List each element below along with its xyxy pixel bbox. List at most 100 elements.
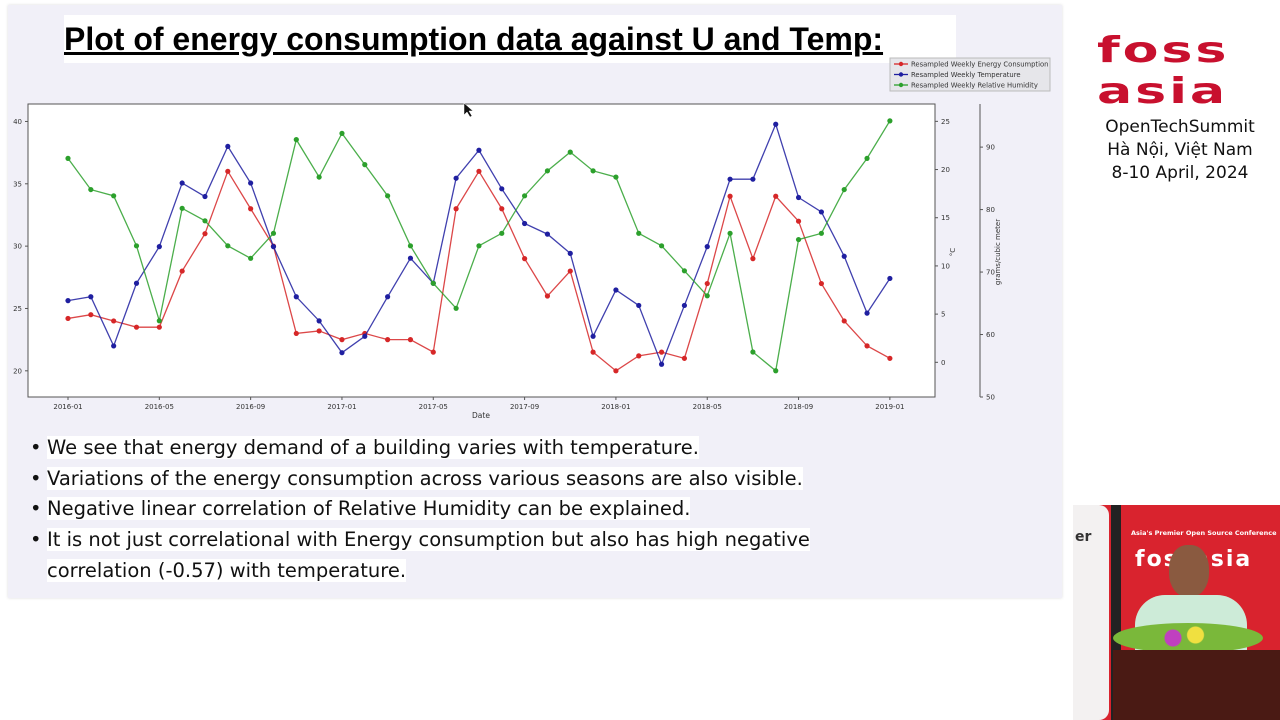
event-name: OpenTechSummit [1105, 117, 1255, 137]
series-point-0 [476, 168, 482, 174]
x-tick-label: 2017-01 [327, 403, 356, 411]
series-point-0 [567, 268, 573, 274]
series-point-2 [590, 168, 596, 174]
series-point-1 [522, 220, 528, 227]
series-point-0 [636, 353, 642, 359]
series-point-0 [727, 193, 733, 199]
series-point-0 [522, 256, 528, 262]
legend-marker [898, 61, 904, 67]
series-point-0 [453, 206, 459, 212]
series-point-0 [65, 315, 71, 322]
bullet-list: We see that energy demand of a building … [30, 433, 887, 587]
series-point-1 [88, 294, 94, 300]
series-point-0 [407, 337, 414, 343]
bullet-text: We see that energy demand of a building … [47, 436, 699, 459]
series-point-0 [613, 368, 619, 374]
series-point-2 [111, 193, 117, 199]
series-point-2 [704, 293, 710, 299]
series-point-2 [133, 243, 140, 249]
series-point-1 [385, 294, 391, 300]
series-point-0 [773, 193, 779, 199]
series-point-1 [156, 244, 162, 250]
left-tick-label: 30 [13, 243, 22, 251]
bullet-text: Negative linear correlation of Relative … [47, 497, 691, 521]
series-point-0 [111, 318, 117, 324]
series-point-0 [818, 280, 824, 287]
series-point-2 [658, 243, 665, 249]
x-tick-label: 2017-05 [419, 403, 448, 411]
series-point-1 [681, 302, 688, 309]
series-point-2 [636, 230, 642, 236]
speaker-head [1169, 545, 1209, 597]
series-point-2 [362, 161, 368, 168]
x-axis-label: Date [472, 411, 490, 420]
legend-label: Resampled Weekly Energy Consumption [911, 61, 1048, 69]
flowers [1113, 623, 1263, 653]
series-point-0 [590, 349, 596, 355]
bullet-item: We see that energy demand of a building … [30, 433, 887, 464]
series-point-0 [179, 268, 185, 274]
series-point-2 [750, 349, 756, 355]
humidity-tick-label: 70 [986, 269, 995, 277]
series-point-0 [202, 231, 208, 237]
series-point-2 [248, 255, 254, 261]
podium [1113, 650, 1280, 720]
series-point-1 [818, 209, 824, 215]
series-point-2 [339, 130, 345, 136]
series-point-1 [636, 302, 642, 309]
series-point-2 [864, 155, 870, 161]
series-point-0 [316, 328, 322, 334]
series-point-2 [316, 174, 322, 180]
series-point-0 [225, 168, 231, 174]
legend-label: Resampled Weekly Temperature [911, 71, 1021, 79]
left-tick-label: 35 [13, 180, 22, 188]
series-point-1 [270, 244, 277, 250]
series-point-2 [818, 230, 824, 236]
series-point-1 [590, 333, 596, 339]
series-point-0 [293, 330, 299, 337]
series-point-1 [407, 255, 414, 261]
humidity-tick-label: 80 [986, 206, 995, 214]
series-point-0 [864, 343, 870, 349]
series-point-1 [293, 294, 299, 300]
series-point-1 [202, 193, 208, 200]
series-point-0 [499, 206, 505, 212]
bullet-text: Variations of the energy consumption acr… [47, 466, 803, 490]
logo-text-asia: asia [1097, 71, 1229, 112]
series-point-2 [499, 230, 505, 236]
x-tick-label: 2016-01 [53, 403, 82, 411]
series-point-1 [567, 250, 573, 256]
banner-tagline: Asia's Premier Open Source Conference [1131, 529, 1277, 537]
series-point-2 [841, 186, 847, 193]
series-point-2 [522, 193, 528, 199]
series-point-0 [248, 206, 254, 212]
series-point-2 [773, 368, 779, 374]
series-point-0 [544, 293, 551, 299]
series-point-0 [704, 280, 710, 287]
fossasia-logo: foss asia [1097, 30, 1259, 112]
series-point-0 [339, 337, 345, 343]
series-point-2 [65, 155, 71, 161]
series-point-1 [773, 121, 779, 127]
mouse-cursor-icon [463, 102, 474, 118]
series-point-1 [453, 175, 459, 181]
series-point-1 [841, 253, 847, 259]
side-banner-text: er [1075, 529, 1092, 545]
temp-tick-label: 20 [941, 166, 950, 174]
series-point-0 [681, 355, 688, 361]
humidity-tick-label: 50 [986, 394, 995, 402]
series-point-1 [887, 275, 893, 282]
series-point-1 [658, 361, 665, 367]
legend-box [889, 57, 1051, 92]
series-point-2 [613, 174, 619, 180]
series-point-1 [499, 186, 505, 192]
series-point-0 [750, 256, 756, 262]
series-point-0 [385, 337, 391, 343]
series-point-2 [225, 243, 231, 249]
stage-divider [1111, 505, 1121, 720]
series-point-1 [133, 280, 140, 286]
temp-axis-label: °C [949, 248, 957, 257]
series-point-0 [887, 355, 893, 361]
series-point-0 [133, 324, 140, 330]
